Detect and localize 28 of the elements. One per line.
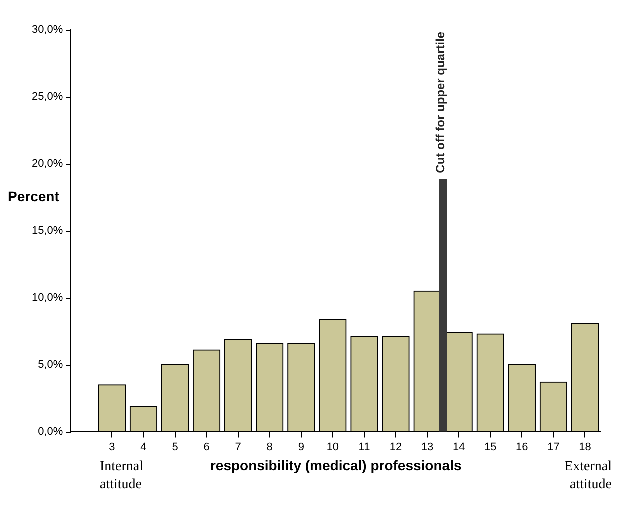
x-tick-label: 16 (516, 441, 528, 454)
text: Internal attitude (100, 459, 144, 492)
y-tick-label: 0,0% (38, 426, 64, 438)
y-axis-title: Percent (8, 188, 60, 204)
x-tick-label: 18 (579, 441, 592, 454)
x-tick-label: 7 (235, 441, 242, 454)
y-tick-label: 25,0% (32, 91, 64, 103)
y-tick-label: 20,0% (32, 158, 64, 170)
y-tick-label: 5,0% (38, 358, 64, 371)
y-tick-label: 10,0% (32, 292, 64, 304)
x-axis-title: responsibility (medical) professionals (210, 458, 462, 474)
y-tick-label: 15,0% (32, 224, 64, 237)
ref-line-label: Cut off for upper quartile (434, 32, 448, 174)
x-tick-label: 6 (204, 441, 210, 454)
x-tick-label: 9 (298, 441, 304, 454)
x-tick-label: 8 (266, 441, 273, 454)
x-tick-label: 10 (326, 441, 340, 454)
x-tick-label: 13 (421, 441, 434, 454)
x-tick-label: 4 (140, 441, 147, 454)
x-tick-label: 5 (172, 441, 178, 454)
x-tick-label: 15 (484, 441, 497, 454)
x-tick-label: 12 (390, 441, 402, 454)
y-tick-label: 30,0% (32, 24, 64, 36)
x-tick-label: 3 (109, 441, 116, 454)
x-tick-label: 11 (358, 441, 370, 454)
x-tick-label: 14 (452, 441, 466, 454)
text: External attitude (564, 459, 612, 492)
x-tick-label: 17 (548, 441, 560, 454)
